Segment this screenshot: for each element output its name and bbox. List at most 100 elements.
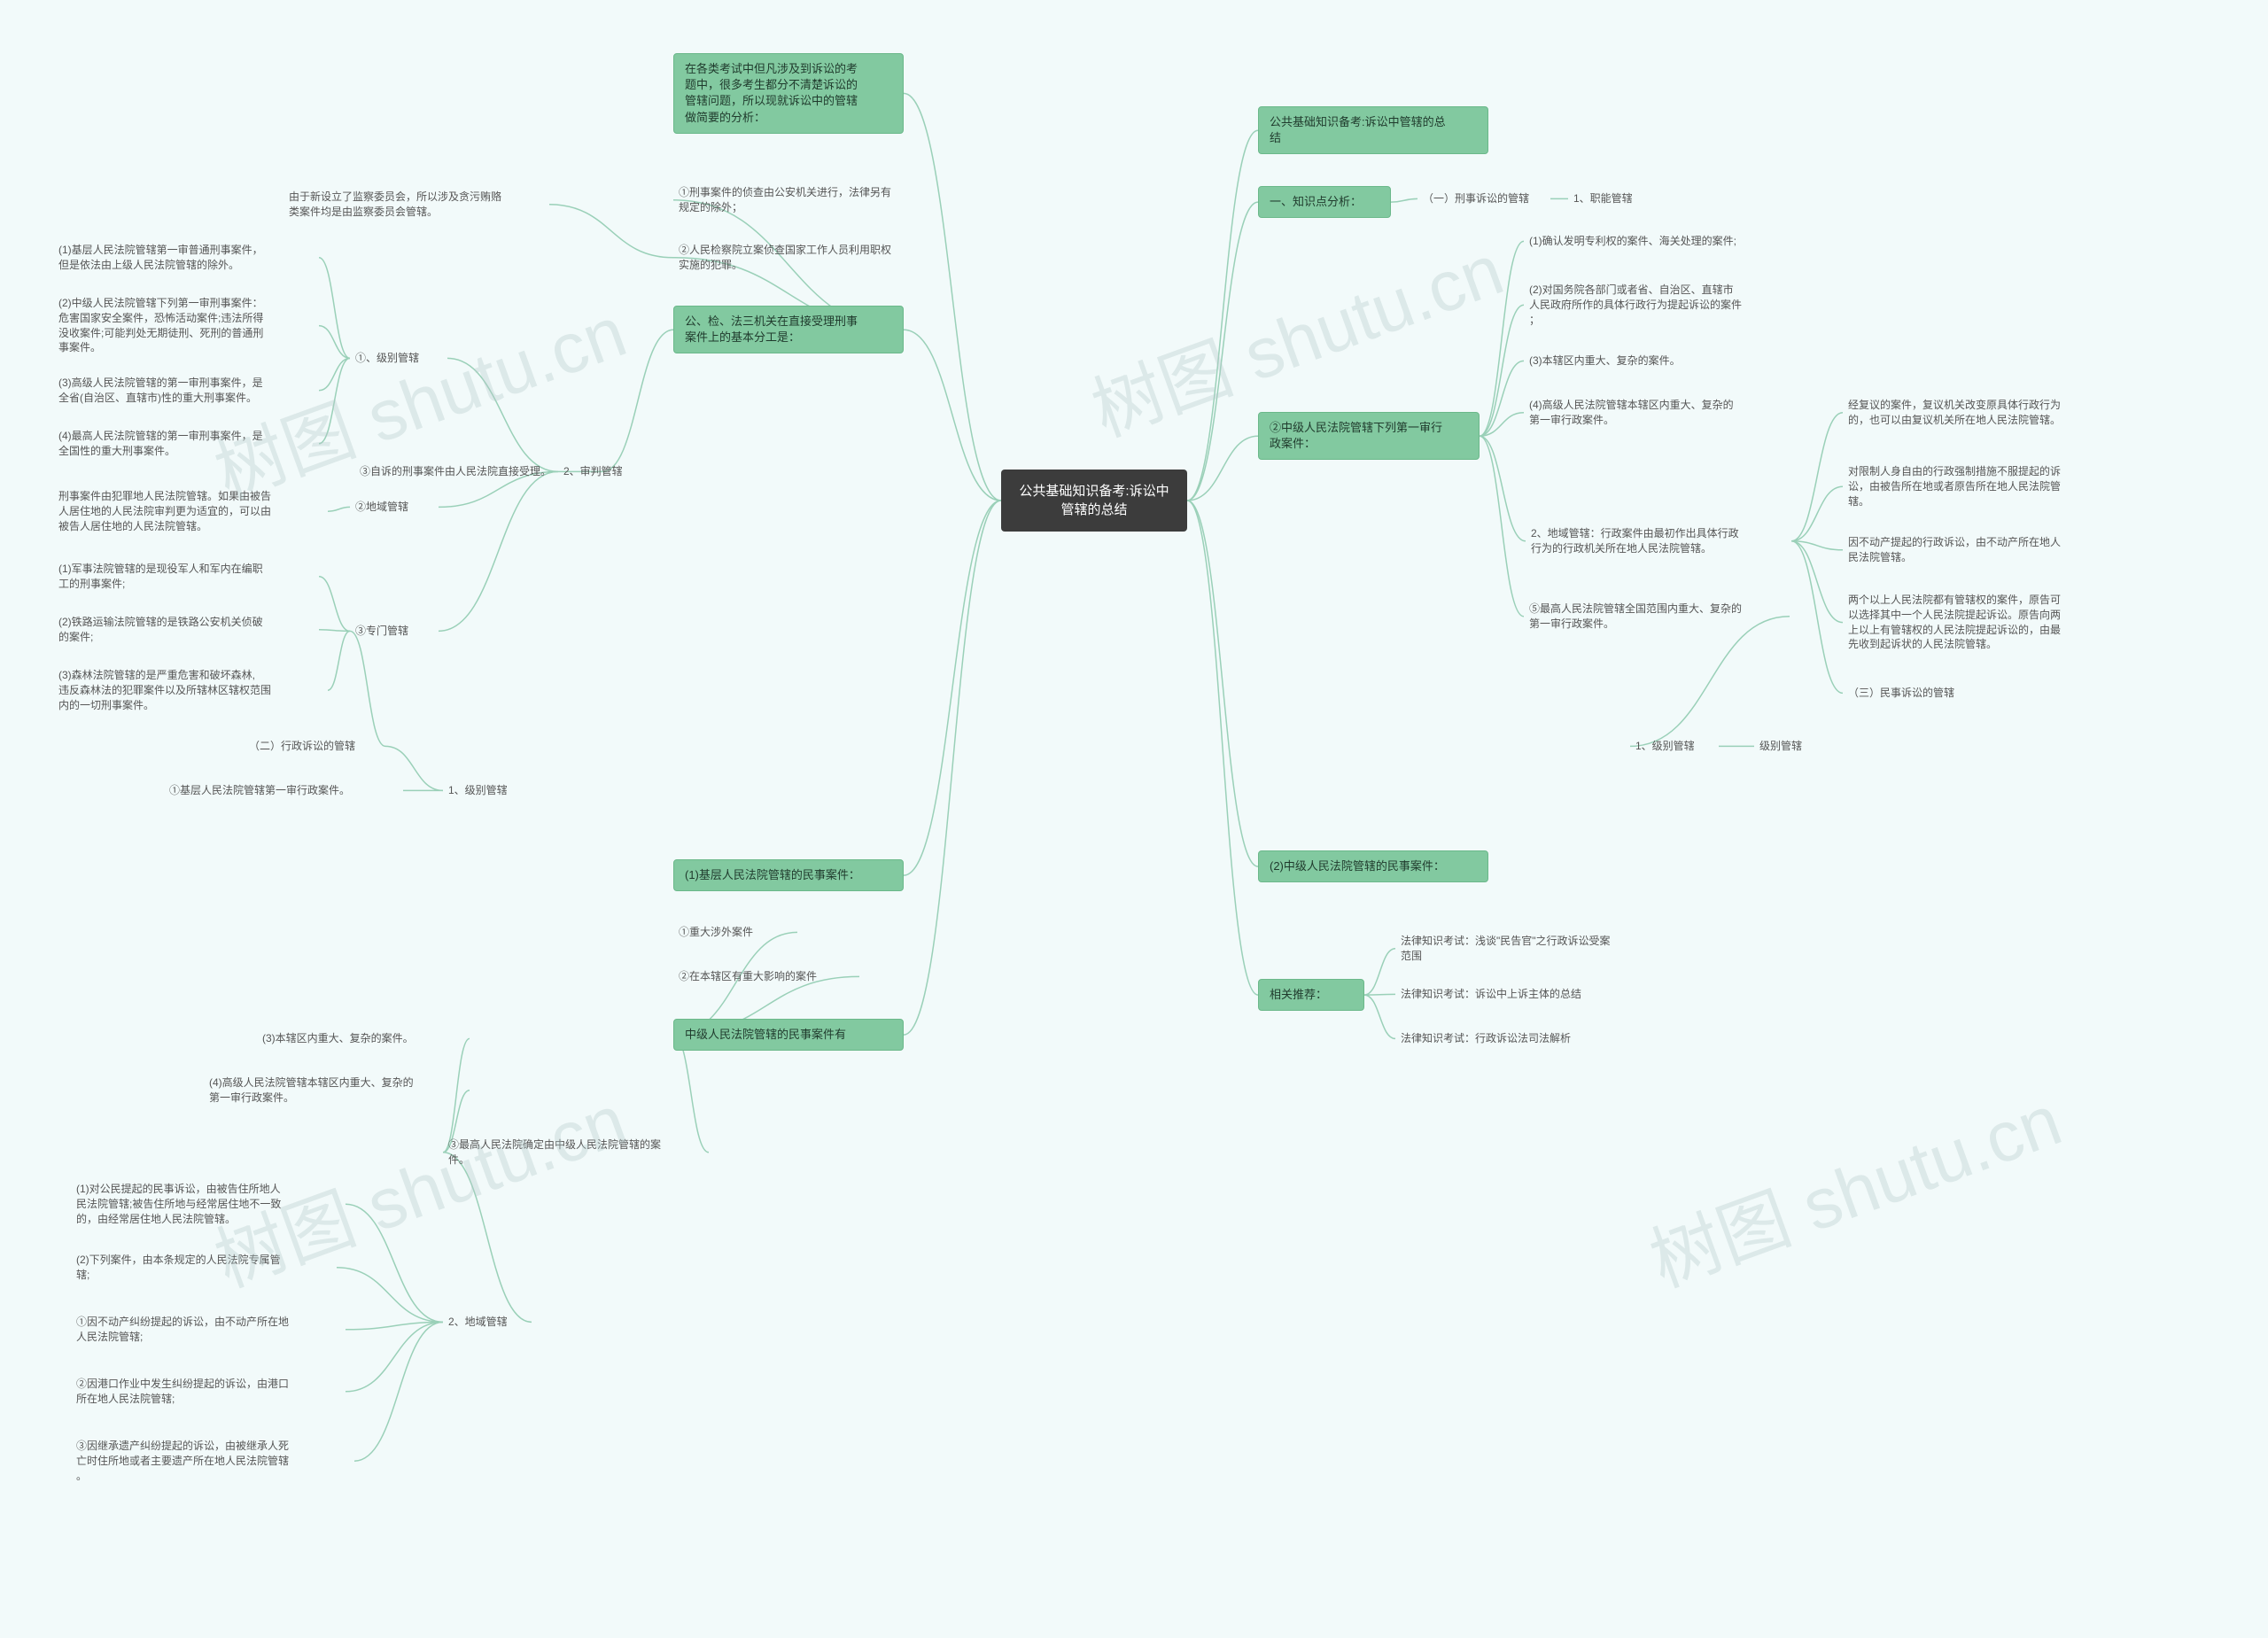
mindmap-node-p_aa2: 对限制人身自由的行政强制措施不服提起的诉讼，由被告所在地或者原告所在地人民法院管… (1843, 461, 2126, 512)
mindmap-node-p_gjf3: 由于新设立了监察委员会，所以涉及贪污贿赂类案件均是由监察委员会管辖。 (284, 186, 549, 223)
edge (1364, 949, 1395, 995)
mindmap-node-p_area1: 刑事案件由犯罪地人民法院管辖。如果由被告人居住地的人民法院审判更为适宜的，可以由… (53, 485, 328, 537)
mindmap-node-p_area: ②地域管辖 (350, 496, 439, 518)
mindmap-node-p_trial: 2、审判管辖 (558, 461, 647, 483)
edge (350, 631, 385, 746)
mindmap-root: 公共基础知识备考:诉讼中管辖的总结 (1001, 470, 1187, 532)
mindmap-node-p_ca5: ③因继承遗产纠纷提起的诉讼，由被继承人死亡时住所地或者主要遗产所在地人民法院管辖… (71, 1435, 354, 1487)
mindmap-node-p_aa3: 因不动产提起的行政诉讼，由不动产所在地人民法院管辖。 (1843, 532, 2117, 569)
mindmap-node-p_level: ①、级别管辖 (350, 347, 447, 369)
edge (337, 1268, 443, 1323)
mindmap-node-p_aa4: 两个以上人民法院都有管辖权的案件，原告可以选择其中一个人民法院提起诉讼。原告向两… (1843, 589, 2135, 656)
edge (319, 577, 350, 632)
edge (1791, 541, 1843, 694)
edge (328, 631, 350, 690)
edge (1630, 617, 1790, 747)
mindmap-node-p_spec1: (1)军事法院管辖的是现役军人和军内在编职工的刑事案件; (53, 558, 319, 595)
edge (319, 358, 350, 390)
mindmap-node-g_civ_mid_r: (2)中级人民法院管辖的民事案件： (1258, 850, 1488, 882)
edge (1364, 995, 1395, 1038)
mindmap-node-p_ma3: (3)本辖区内重大、复杂的案件。 (1524, 350, 1745, 372)
edge (1187, 202, 1258, 501)
watermark: 树图 shutu.cn (1635, 1064, 2073, 1308)
mindmap-node-p_cm2: ②在本辖区有重大影响的案件 (673, 966, 859, 988)
edge (1791, 413, 1843, 541)
edge (904, 330, 1001, 501)
mindmap-node-p_admin_area: 2、地域管辖：行政案件由最初作出具体行政行为的行政机关所在地人民法院管辖。 (1526, 523, 1791, 560)
mindmap-node-g_civ_base: (1)基层人民法院管辖的民事案件： (673, 859, 904, 891)
mindmap-node-p_admin_base: ①基层人民法院管辖第一审行政案件。 (164, 780, 403, 802)
edge (1187, 130, 1258, 501)
mindmap-node-p_cm_b: (4)高级人民法院管辖本辖区内重大、复杂的第一审行政案件。 (204, 1072, 470, 1109)
mindmap-node-g_civ_mid: 中级人民法院管辖的民事案件有 (673, 1019, 904, 1051)
edge (549, 205, 673, 258)
edge (354, 1322, 443, 1461)
mindmap-node-p_ca3: ①因不动产纠纷提起的诉讼，由不动产所在地人民法院管辖; (71, 1311, 346, 1348)
mindmap-node-p_ca4: ②因港口作业中发生纠纷提起的诉讼，由港口所在地人民法院管辖; (71, 1373, 346, 1410)
edge (602, 330, 673, 471)
edge (319, 630, 350, 632)
mindmap-node-p_civ_lv: 1、级别管辖 (1630, 735, 1719, 757)
edge (1480, 241, 1524, 436)
mindmap-node-p_cm3: ③最高人民法院确定由中级人民法院管辖的案件。 (443, 1134, 709, 1171)
edge (1391, 198, 1418, 202)
edge (904, 501, 1001, 875)
edge (447, 358, 558, 471)
edge (346, 1204, 443, 1322)
mindmap-node-p_lv4: (4)最高人民法院管辖的第一审刑事案件，是全国性的重大刑事案件。 (53, 425, 319, 462)
mindmap-node-p_civil: （三）民事诉讼的管辖 (1843, 682, 1993, 704)
mindmap-node-g_title2: 公共基础知识备考:诉讼中管辖的总结 (1258, 106, 1488, 154)
mindmap-node-p_cm_a: (3)本辖区内重大、复杂的案件。 (257, 1028, 470, 1050)
mindmap-node-p_gjf1: ①刑事案件的侦查由公安机关进行，法律另有规定的除外； (673, 182, 930, 219)
edge (1480, 436, 1524, 617)
mindmap-node-p_ma4: (4)高级人民法院管辖本辖区内重大、复杂的第一审行政案件。 (1524, 394, 1790, 431)
edge (1364, 994, 1395, 995)
edge (439, 471, 558, 631)
mindmap-node-p_civ_area: 2、地域管辖 (443, 1311, 532, 1333)
mindmap-node-p_ma1: (1)确认发明专利权的案件、海关处理的案件; (1524, 230, 1790, 252)
edge (1791, 541, 1843, 550)
edge (328, 507, 350, 511)
mindmap-node-g_sec1: 一、知识点分析： (1258, 186, 1391, 218)
mindmap-node-p_cm1: ①重大涉外案件 (673, 921, 797, 943)
mindmap-node-p_ma2: (2)对国务院各部门或者省、自治区、直辖市人民政府所作的具体行政行为提起诉讼的案… (1524, 279, 1790, 330)
mindmap-node-p_spec: ③专门管辖 (350, 620, 439, 642)
edge (319, 258, 350, 359)
mindmap-node-p_admin: （二）行政诉讼的管辖 (244, 735, 385, 757)
edge (1480, 361, 1524, 436)
mindmap-node-g_mid_admin: ②中级人民法院管辖下列第一审行政案件： (1258, 412, 1480, 460)
mindmap-node-p_ca2: (2)下列案件，由本条规定的人民法院专属管辖; (71, 1249, 337, 1286)
edge (319, 358, 350, 443)
mindmap-node-p_spec3: (3)森林法院管辖的是严重危害和破坏森林,违反森林法的犯罪案件以及所辖林区辖权范… (53, 664, 328, 716)
edge (1480, 413, 1524, 436)
edge (1480, 436, 1526, 541)
mindmap-node-p_crim: （一）刑事诉讼的管辖 (1418, 188, 1550, 210)
edge (443, 1153, 532, 1323)
mindmap-node-p_func: 1、职能管辖 (1568, 188, 1666, 210)
mindmap-node-p_rec3: 法律知识考试：行政诉讼法司法解析 (1395, 1028, 1635, 1050)
mindmap-node-g_rec: 相关推荐： (1258, 979, 1364, 1011)
edge (904, 93, 1001, 501)
edge (1791, 541, 1843, 623)
mindmap-node-p_admin_lv: 1、级别管辖 (443, 780, 532, 802)
mindmap-node-p_ma5: ⑤最高人民法院管辖全国范围内重大、复杂的第一审行政案件。 (1524, 598, 1790, 635)
edge (319, 326, 350, 359)
mindmap-node-p_spec2: (2)铁路运输法院管辖的是铁路公安机关侦破的案件; (53, 611, 319, 648)
edge (346, 1322, 443, 1391)
mindmap-node-p_lv2: (2)中级人民法院管辖下列第一审刑事案件：危害国家安全案件，恐怖活动案件;违法所… (53, 292, 319, 359)
mindmap-node-p_lv3: (3)高级人民法院管辖的第一审刑事案件，是全省(自治区、直辖市)性的重大刑事案件… (53, 372, 319, 409)
edge (346, 1322, 443, 1329)
edge (1187, 501, 1258, 866)
mindmap-node-intro: 在各类考试中但凡涉及到诉讼的考题中，很多考生都分不清楚诉讼的管辖问题，所以现就诉… (673, 53, 904, 134)
mindmap-node-g_gjf: 公、检、法三机关在直接受理刑事案件上的基本分工是： (673, 306, 904, 353)
mindmap-node-p_ca1: (1)对公民提起的民事诉讼，由被告住所地人民法院管辖;被告住所地与经常居住地不一… (71, 1178, 346, 1230)
mindmap-node-p_rec2: 法律知识考试：诉讼中上诉主体的总结 (1395, 983, 1643, 1005)
edge (1791, 486, 1843, 541)
mindmap-node-p_aa1: 经复议的案件，复议机关改变原具体行政行为的，也可以由复议机关所在地人民法院管辖。 (1843, 394, 2117, 431)
edge (1187, 501, 1258, 995)
edge (1480, 305, 1524, 436)
edge (904, 501, 1001, 1035)
mindmap-node-p_civ_lv2: 级别管辖 (1754, 735, 1825, 757)
mindmap-node-p_gjf2: ②人民检察院立案侦查国家工作人员利用职权实施的犯罪。 (673, 239, 930, 276)
edge (1187, 436, 1258, 501)
